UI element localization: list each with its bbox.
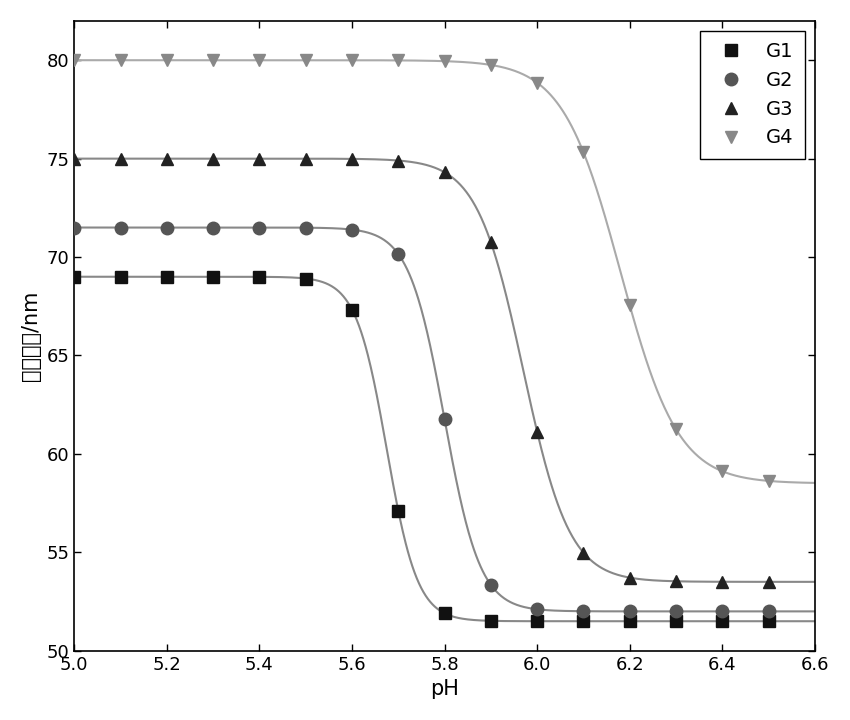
Line: G4: G4	[68, 54, 775, 487]
G4	[208, 56, 218, 65]
G2	[625, 607, 635, 616]
Line: G1: G1	[69, 271, 774, 627]
G4	[486, 60, 496, 69]
G3	[69, 154, 79, 163]
G1	[347, 305, 357, 314]
G2	[254, 223, 264, 232]
G2	[116, 223, 126, 232]
Y-axis label: 胶束粒径/nm: 胶束粒径/nm	[21, 291, 41, 381]
G4	[301, 56, 311, 65]
G1	[301, 274, 311, 283]
G4	[347, 56, 357, 65]
G3	[578, 548, 588, 557]
G1	[532, 617, 542, 626]
G3	[208, 154, 218, 163]
G2	[578, 607, 588, 616]
G1	[486, 616, 496, 625]
G3	[625, 573, 635, 582]
G1	[394, 506, 404, 515]
G1	[208, 272, 218, 281]
G4	[671, 425, 681, 433]
G1	[69, 272, 79, 281]
G4	[763, 477, 774, 485]
Line: G2: G2	[68, 221, 775, 618]
G4	[717, 467, 728, 476]
G3	[763, 577, 774, 586]
G4	[69, 56, 79, 65]
G1	[439, 609, 450, 618]
G3	[717, 577, 728, 586]
G4	[162, 56, 172, 65]
Legend: G1, G2, G3, G4: G1, G2, G3, G4	[700, 30, 805, 159]
G1	[116, 272, 126, 281]
G4	[394, 56, 404, 65]
G2	[162, 223, 172, 232]
G2	[347, 225, 357, 234]
G3	[486, 238, 496, 247]
G2	[208, 223, 218, 232]
G1	[162, 272, 172, 281]
G2	[717, 607, 728, 616]
G4	[578, 148, 588, 156]
G3	[162, 154, 172, 163]
G3	[116, 154, 126, 163]
G2	[69, 223, 79, 232]
G2	[671, 607, 681, 616]
G4	[254, 56, 264, 65]
X-axis label: pH: pH	[430, 679, 459, 699]
G3	[347, 155, 357, 163]
G3	[301, 154, 311, 163]
G2	[439, 415, 450, 424]
G1	[254, 272, 264, 281]
G4	[532, 78, 542, 87]
G1	[717, 617, 728, 626]
G3	[439, 168, 450, 176]
G4	[116, 56, 126, 65]
Line: G3: G3	[68, 153, 775, 588]
G2	[394, 250, 404, 258]
G1	[625, 617, 635, 626]
G2	[301, 223, 311, 232]
G3	[254, 154, 264, 163]
G2	[532, 605, 542, 613]
G1	[578, 617, 588, 626]
G3	[532, 428, 542, 436]
G1	[763, 617, 774, 626]
G4	[625, 301, 635, 310]
G4	[439, 57, 450, 66]
G2	[486, 580, 496, 589]
G3	[394, 156, 404, 165]
G3	[671, 577, 681, 585]
G2	[763, 607, 774, 616]
G1	[671, 617, 681, 626]
